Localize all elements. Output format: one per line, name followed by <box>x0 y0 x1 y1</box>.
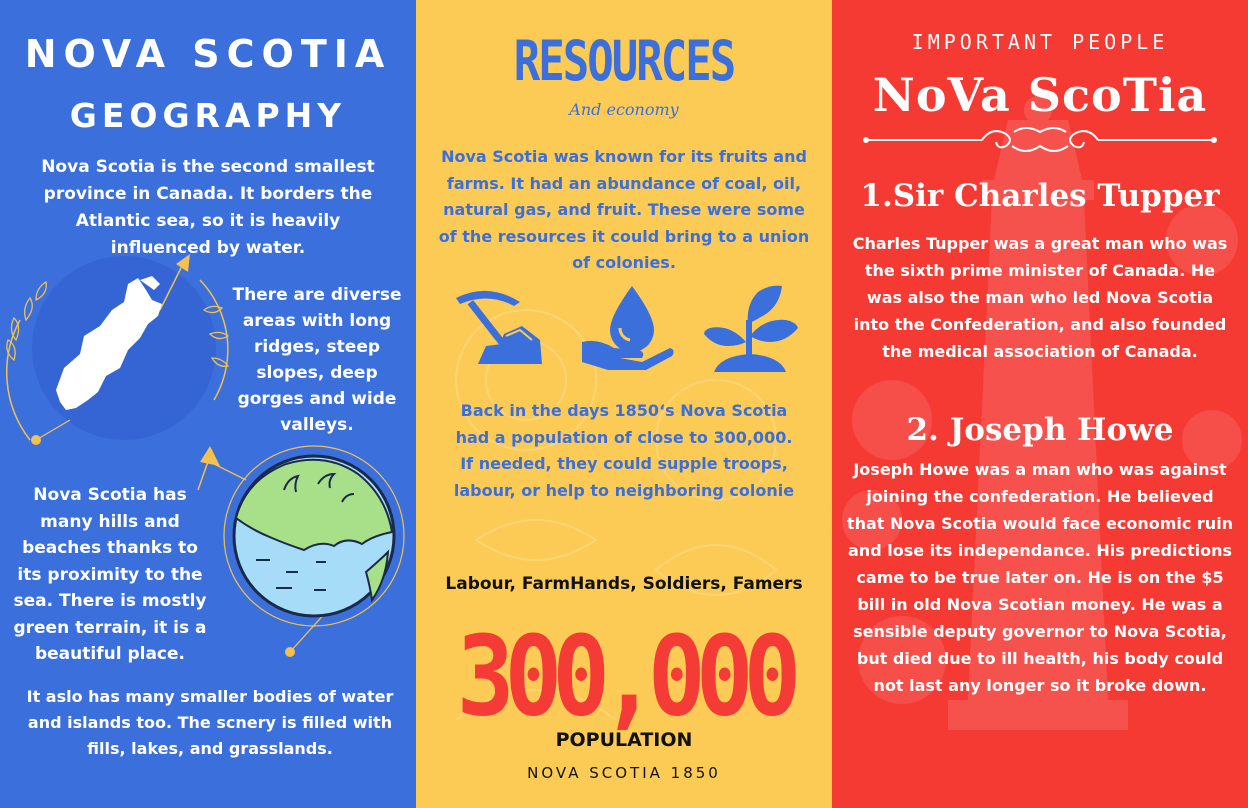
geography-title-line2: GEOGRAPHY <box>69 96 347 135</box>
nova-scotia-map-illustration <box>6 254 230 445</box>
pickaxe-rocks-icon <box>456 290 542 364</box>
population-caption: NOVA SCOTIA 1850 <box>527 764 721 782</box>
resources-subtitle: And economy <box>569 100 679 119</box>
geography-title-line1: NOVA SCOTIA <box>24 32 392 76</box>
geography-diverse-text: There are diverse areas with long ridges… <box>232 285 402 435</box>
people-panel: IMPORTANT PEOPLE NoVa ScoTia 1.Sir Charl… <box>832 0 1248 808</box>
resources-title: RESOURCES <box>513 30 736 94</box>
coast-globe-illustration <box>197 445 405 657</box>
people-title: NoVa ScoTia <box>872 68 1208 122</box>
water-drop-hand-icon <box>582 286 674 370</box>
lighthouse-background-decoration <box>842 96 1242 730</box>
plant-sprout-icon <box>704 285 798 372</box>
resources-panel: RESOURCES And economy Nova Scotia was kn… <box>416 0 832 808</box>
nova-scotia-shape <box>56 278 162 410</box>
person2-name: 2. Joseph Howe <box>906 412 1174 448</box>
geography-water-text: It aslo has many smaller bodies of water… <box>26 687 394 758</box>
ornamental-divider <box>863 127 1217 152</box>
resources-known-text: Nova Scotia was known for its fruits and… <box>438 147 810 272</box>
people-heading: IMPORTANT PEOPLE <box>911 30 1169 54</box>
resources-population-text: Back in the days 1850‘s Nova Scotia had … <box>453 401 795 500</box>
population-big-number: 300,000 <box>456 612 802 741</box>
geography-panel: NOVA SCOTIA GEOGRAPHY Nova Scotia is the… <box>0 0 416 808</box>
person1-name: 1.Sir Charles Tupper <box>860 178 1220 214</box>
geography-hills-text: Nova Scotia has many hills and beaches t… <box>13 485 207 664</box>
person1-description: Charles Tupper was a great man who was t… <box>852 234 1228 361</box>
person2-description: Joseph Howe was a man who was against jo… <box>846 460 1234 695</box>
resources-labour-text: Labour, FarmHands, Soldiers, Famers <box>445 574 803 594</box>
geography-intro-text: Nova Scotia is the second smallest provi… <box>41 157 375 258</box>
population-label: POPULATION <box>555 729 693 751</box>
